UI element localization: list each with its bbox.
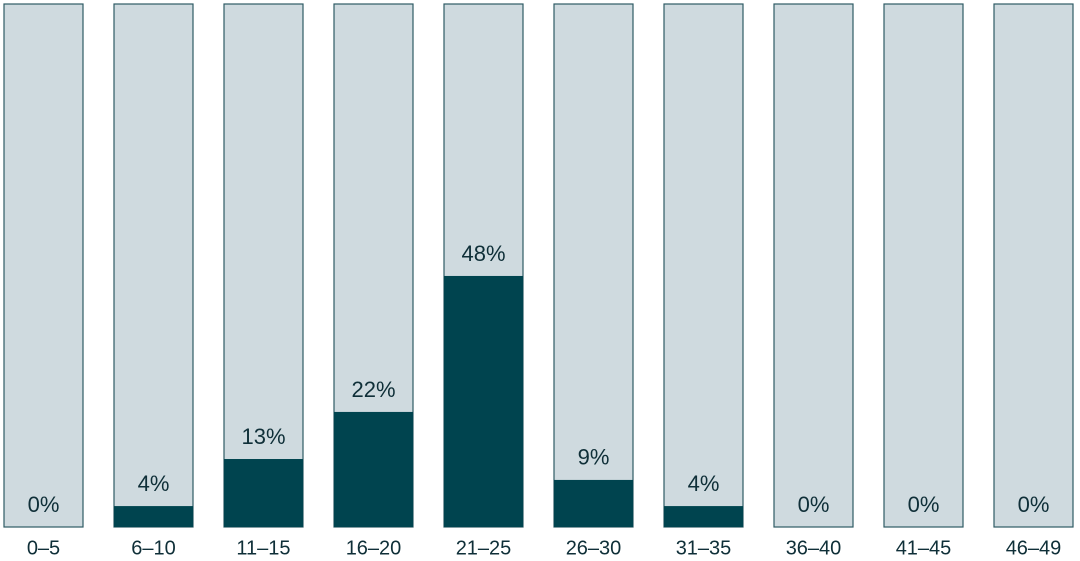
- value-label: 0%: [28, 492, 60, 517]
- bar-track: [883, 3, 964, 528]
- x-tick-label: 31–35: [676, 537, 732, 559]
- bar: [224, 459, 303, 527]
- x-tick-label: 6–10: [131, 537, 176, 559]
- value-label: 13%: [241, 424, 285, 449]
- x-tick-label: 46–49: [1006, 537, 1062, 559]
- value-label: 0%: [798, 492, 830, 517]
- x-tick-label: 21–25: [456, 537, 512, 559]
- x-tick-label: 36–40: [786, 537, 842, 559]
- value-label: 4%: [138, 471, 170, 496]
- x-tick-label: 11–15: [236, 537, 290, 559]
- bar-track: [663, 3, 744, 528]
- value-label: 22%: [351, 377, 395, 402]
- bar-track: [773, 3, 854, 528]
- bar-track: [553, 3, 634, 528]
- bar-track: [223, 3, 304, 528]
- value-label: 9%: [578, 445, 610, 470]
- bar: [334, 411, 413, 527]
- value-label: 48%: [461, 241, 505, 266]
- bar: [554, 479, 633, 527]
- x-tick-label: 16–20: [346, 537, 402, 559]
- bar: [114, 506, 193, 527]
- value-label: 0%: [1018, 492, 1050, 517]
- x-tick-label: 0–5: [27, 537, 60, 559]
- bar-track: [113, 3, 194, 528]
- value-label: 0%: [908, 492, 940, 517]
- bar-track: [993, 3, 1074, 528]
- x-tick-label: 26–30: [566, 537, 622, 559]
- bar-track: [3, 3, 84, 528]
- x-tick-label: 41–45: [896, 537, 952, 559]
- bar: [664, 506, 743, 527]
- value-label: 4%: [688, 471, 720, 496]
- bar: [444, 275, 523, 527]
